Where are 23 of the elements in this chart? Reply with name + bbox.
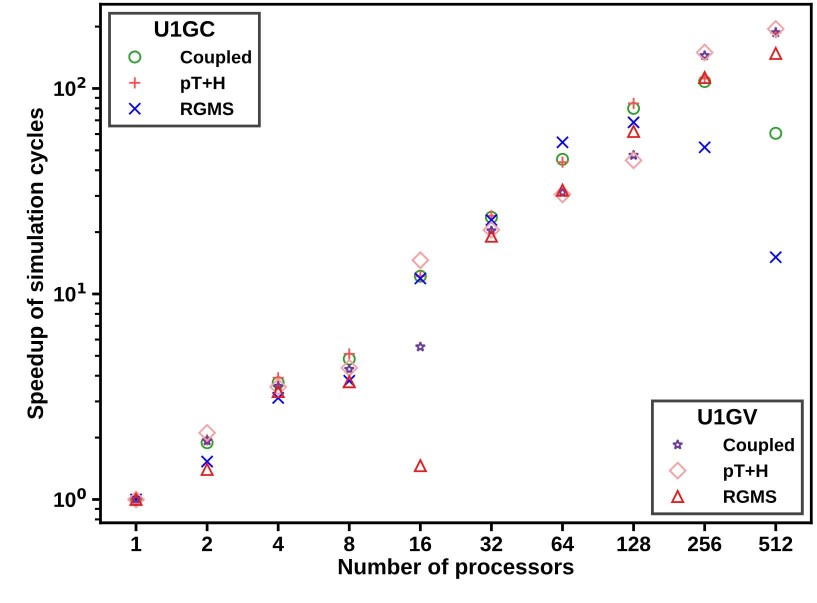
x-tick-label: 16 (410, 536, 432, 552)
legend-label: Coupled (180, 50, 251, 68)
legend-label: pT+H (181, 76, 224, 93)
legend-label: RGMS (724, 490, 776, 503)
x-tick-label: 2 (202, 536, 212, 552)
legend-label: RGMS (181, 102, 234, 116)
x-axis-title: Number of processors (338, 558, 574, 579)
x-tick-label: 512 (759, 536, 792, 552)
x-tick-label: 8 (344, 536, 354, 552)
x-tick-label: 4 (272, 536, 284, 552)
y-tick-label: 10$^{1}$ (54, 282, 86, 302)
x-tick-label: 128 (618, 536, 650, 552)
y-axis-title: Speedup of simulation cycles (26, 108, 48, 420)
y-tick-label: 10$^{0}$ (54, 488, 86, 508)
x-tick-label: 1 (132, 536, 142, 552)
text: U1GC (154, 21, 215, 37)
text: U1GV (698, 408, 758, 425)
x-tick-label: 256 (688, 536, 722, 552)
x-tick-label: 64 (552, 536, 574, 552)
legend-label: pT+H (724, 464, 768, 481)
legend-label: Coupled (724, 438, 794, 455)
y-tick-label: 10$^{2}$ (54, 77, 86, 96)
x-tick-label: 32 (480, 536, 502, 552)
